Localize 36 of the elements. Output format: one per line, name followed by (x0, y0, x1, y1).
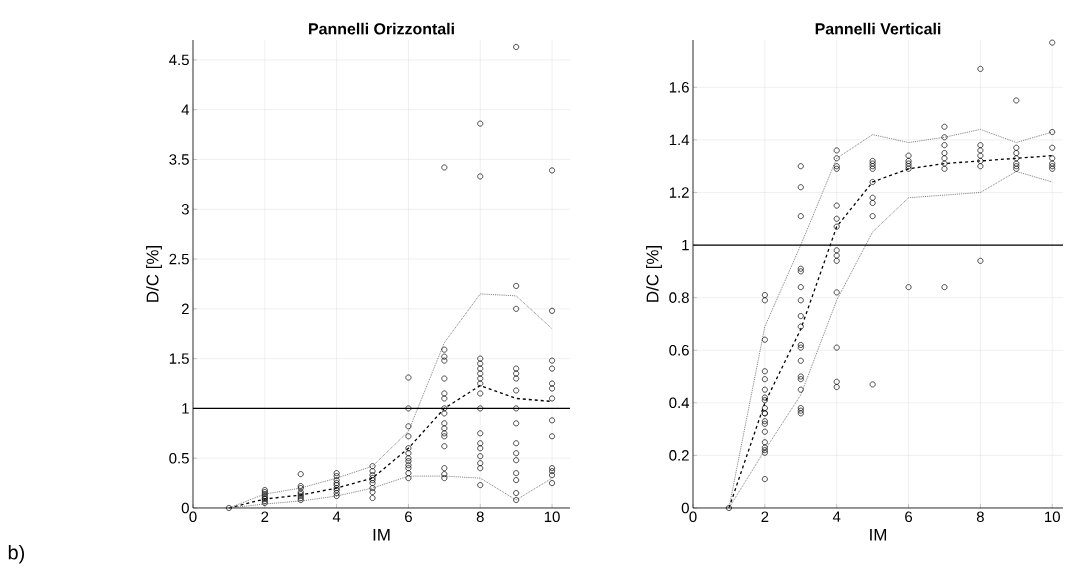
y-tick-label: 0 (681, 502, 689, 514)
y-tick-label: 2.5 (169, 253, 189, 265)
chart-title: Pannelli Orizzontali (309, 22, 454, 35)
x-tick-label: 8 (976, 511, 984, 523)
y-tick-label: 1.4 (669, 134, 690, 146)
chart-title: Pannelli Verticali (815, 22, 941, 35)
y-tick-label: 0.4 (669, 397, 690, 409)
y-axis-title: D/C [%] (146, 246, 162, 302)
x-tick-label: 4 (832, 511, 841, 522)
y-tick-label: 1.6 (669, 82, 689, 93)
y-tick-label: 4.5 (169, 54, 189, 66)
y-tick-label: 4 (181, 104, 190, 115)
y-tick-label: 3.5 (169, 154, 189, 165)
y-axis-title: D/C [%] (646, 246, 662, 302)
x-axis-title: IM (373, 528, 390, 541)
y-tick-label: 0.8 (669, 292, 689, 303)
y-tick-label: 1 (682, 239, 689, 251)
y-tick-label: 0.5 (169, 452, 189, 464)
y-tick-label: 0.2 (669, 450, 689, 461)
y-tick-label: 2 (181, 303, 189, 315)
y-tick-label: 1 (182, 403, 189, 414)
x-tick-label: 6 (905, 511, 913, 523)
y-tick-label: 1.2 (669, 187, 689, 198)
x-tick-label: 2 (261, 511, 269, 522)
x-tick-label: 2 (761, 511, 769, 522)
y-tick-label: 0 (181, 502, 189, 514)
x-tick-label: 8 (476, 511, 484, 523)
x-tick-label: 10 (1045, 511, 1060, 523)
x-tick-label: 4 (332, 511, 341, 522)
x-tick-label: 6 (405, 511, 412, 523)
x-tick-label: 10 (544, 511, 560, 523)
text: b) (8, 544, 25, 564)
y-tick-label: 0.6 (669, 344, 689, 356)
x-axis-title: IM (870, 528, 887, 541)
y-tick-label: 1.5 (169, 353, 189, 364)
y-tick-label: 3 (181, 203, 189, 215)
